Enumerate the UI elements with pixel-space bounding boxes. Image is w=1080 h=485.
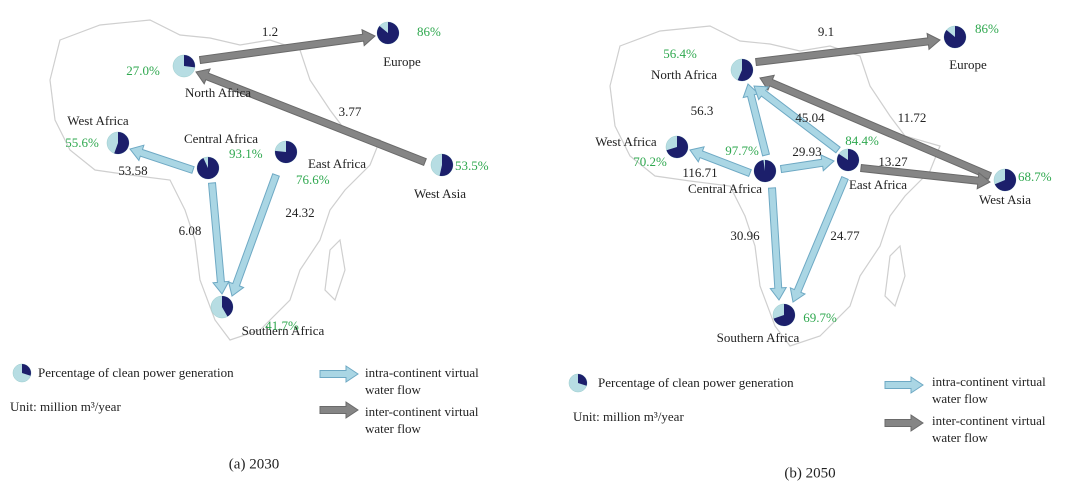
flow-label: 30.96 <box>730 228 760 243</box>
flow-arrow <box>195 68 427 166</box>
flow-label: 53.58 <box>118 163 147 178</box>
flow-label: 45.04 <box>795 110 825 125</box>
flow-arrow <box>860 163 991 190</box>
flow-label: 9.1 <box>818 24 834 39</box>
legend-intra: intra-continent virtual <box>365 365 479 380</box>
pie-slice <box>578 373 588 386</box>
clean-share-label: 69.7% <box>803 310 837 325</box>
flow-arrow <box>319 401 359 419</box>
region-name: West Asia <box>414 186 466 201</box>
region-name: Europe <box>949 57 987 72</box>
flow-label: 6.08 <box>179 223 202 238</box>
panel: 1.2 3.77 53.58 6.08 24.32 North Africa 27.0% Eu… <box>10 21 489 472</box>
flow-arrow <box>319 365 359 383</box>
region-name: Southern Africa <box>717 330 800 345</box>
legend-inter: inter-continent virtual <box>365 404 479 419</box>
flow-label: 13.27 <box>878 154 908 169</box>
pie-slice <box>184 55 195 68</box>
pie-slice <box>943 26 966 48</box>
clean-share-label: 41.7% <box>265 318 299 333</box>
flow-label: 24.32 <box>285 205 314 220</box>
clean-share-label: 76.6% <box>296 172 330 187</box>
flow-arrow <box>742 83 771 157</box>
legend-unit: Unit: million m³/year <box>573 409 684 424</box>
clean-share-label: 53.5% <box>455 158 489 173</box>
pie-slice <box>22 364 32 376</box>
legend-intra: water flow <box>365 382 422 397</box>
flow-label: 3.77 <box>339 104 362 119</box>
pie-slice <box>114 132 129 154</box>
clean-share-label: 97.7% <box>725 143 759 158</box>
clean-share-label: 86% <box>975 21 999 36</box>
legend-inter: inter-continent virtual <box>932 413 1046 428</box>
region-name: Europe <box>383 54 421 69</box>
pie-slice <box>737 59 754 81</box>
clean-share-label: 56.4% <box>663 46 697 61</box>
region-name: West Africa <box>67 113 129 128</box>
pie-slice <box>222 296 234 317</box>
flow-arrow <box>129 144 195 174</box>
legend-inter: water flow <box>365 421 422 436</box>
pie-slice <box>197 157 220 180</box>
flow-label: 1.2 <box>262 24 278 39</box>
flow-arrow <box>767 187 788 301</box>
pie-slice <box>275 141 298 163</box>
caption: (b) 2050 <box>784 465 835 481</box>
flow-arrow <box>753 85 841 154</box>
clean-share-label: 84.4% <box>845 133 879 148</box>
region-name: Southern Africa <box>242 323 325 338</box>
flow-label: 116.71 <box>682 165 717 180</box>
flow-label: 11.72 <box>898 110 927 125</box>
region-name: North Africa <box>651 67 717 82</box>
region-name: East Africa <box>308 156 366 171</box>
pie-slice <box>773 304 795 326</box>
region-name: West Africa <box>595 134 657 149</box>
legend-intra: water flow <box>932 391 989 406</box>
pie-slice <box>753 160 776 182</box>
flow-arrow <box>207 182 230 295</box>
region-name: Central Africa <box>688 181 762 196</box>
flow-arrow <box>759 74 993 180</box>
legend-pie-label: Percentage of clean power generation <box>38 365 234 380</box>
pie-slice <box>836 149 859 171</box>
flow-arrow <box>689 146 752 177</box>
clean-share-label: 93.1% <box>229 146 263 161</box>
clean-share-label: 27.0% <box>126 63 160 78</box>
panel: 9.1 11.72 116.71 56.3 45.04 29.93 13.27 30.96 24… <box>568 21 1052 481</box>
clean-share-label: 70.2% <box>633 154 667 169</box>
pie-slice <box>376 22 399 44</box>
clean-share-label: 55.6% <box>65 135 99 150</box>
flow-arrow <box>755 32 941 67</box>
clean-share-label: 68.7% <box>1018 169 1052 184</box>
legend-intra: intra-continent virtual <box>932 374 1046 389</box>
flow-label: 56.3 <box>691 103 714 118</box>
caption: (a) 2030 <box>229 456 279 472</box>
legend-unit: Unit: million m³/year <box>10 399 121 414</box>
region-name: North Africa <box>185 85 251 100</box>
pie-slice <box>994 169 1016 191</box>
africa-outline-a <box>49 19 381 341</box>
pie-slice <box>666 136 689 158</box>
legend-inter: water flow <box>932 430 989 445</box>
pie-slice <box>439 154 453 176</box>
flow-label: 24.77 <box>830 228 860 243</box>
region-name: East Africa <box>849 177 907 192</box>
africa-outline-b <box>609 25 941 347</box>
flow-arrow <box>884 376 924 394</box>
legend-pie-label: Percentage of clean power generation <box>598 375 794 390</box>
flow-arrow <box>198 28 376 65</box>
flow-arrow <box>789 175 849 303</box>
clean-share-label: 86% <box>417 24 441 39</box>
flow-label: 29.93 <box>792 144 821 159</box>
flow-arrow <box>779 154 835 174</box>
flow-arrow <box>884 414 924 432</box>
flow-arrow <box>227 173 280 297</box>
region-name: Central Africa <box>184 131 258 146</box>
region-name: West Asia <box>979 192 1031 207</box>
